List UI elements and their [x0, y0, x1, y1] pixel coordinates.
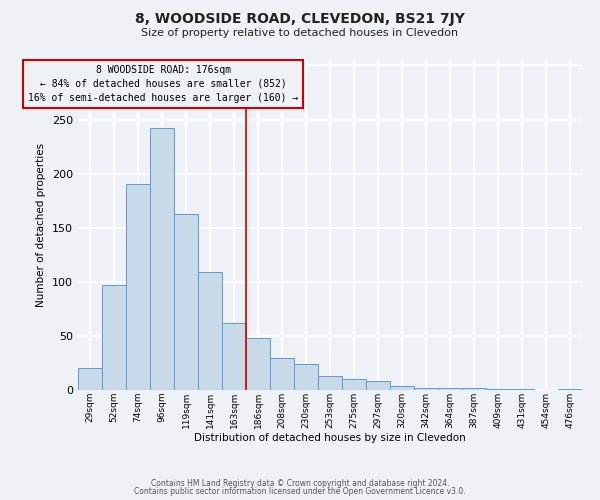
- Bar: [270, 358, 294, 390]
- Text: 8 WOODSIDE ROAD: 176sqm
← 84% of detached houses are smaller (852)
16% of semi-d: 8 WOODSIDE ROAD: 176sqm ← 84% of detache…: [28, 65, 298, 103]
- Y-axis label: Number of detached properties: Number of detached properties: [37, 143, 46, 307]
- Text: 8, WOODSIDE ROAD, CLEVEDON, BS21 7JY: 8, WOODSIDE ROAD, CLEVEDON, BS21 7JY: [135, 12, 465, 26]
- Bar: [150, 128, 174, 390]
- X-axis label: Distribution of detached houses by size in Clevedon: Distribution of detached houses by size …: [194, 434, 466, 444]
- Bar: [102, 285, 126, 390]
- Bar: [78, 368, 102, 390]
- Bar: [414, 388, 438, 390]
- Bar: [198, 272, 222, 390]
- Bar: [366, 382, 390, 390]
- Text: Size of property relative to detached houses in Clevedon: Size of property relative to detached ho…: [142, 28, 458, 38]
- Bar: [438, 388, 462, 390]
- Bar: [462, 388, 486, 390]
- Bar: [510, 389, 534, 390]
- Text: Contains HM Land Registry data © Crown copyright and database right 2024.: Contains HM Land Registry data © Crown c…: [151, 478, 449, 488]
- Bar: [126, 184, 150, 390]
- Bar: [558, 389, 582, 390]
- Bar: [174, 214, 198, 390]
- Bar: [246, 338, 270, 390]
- Bar: [294, 364, 318, 390]
- Bar: [318, 376, 342, 390]
- Bar: [390, 386, 414, 390]
- Bar: [222, 323, 246, 390]
- Bar: [342, 379, 366, 390]
- Bar: [486, 389, 510, 390]
- Text: Contains public sector information licensed under the Open Government Licence v3: Contains public sector information licen…: [134, 487, 466, 496]
